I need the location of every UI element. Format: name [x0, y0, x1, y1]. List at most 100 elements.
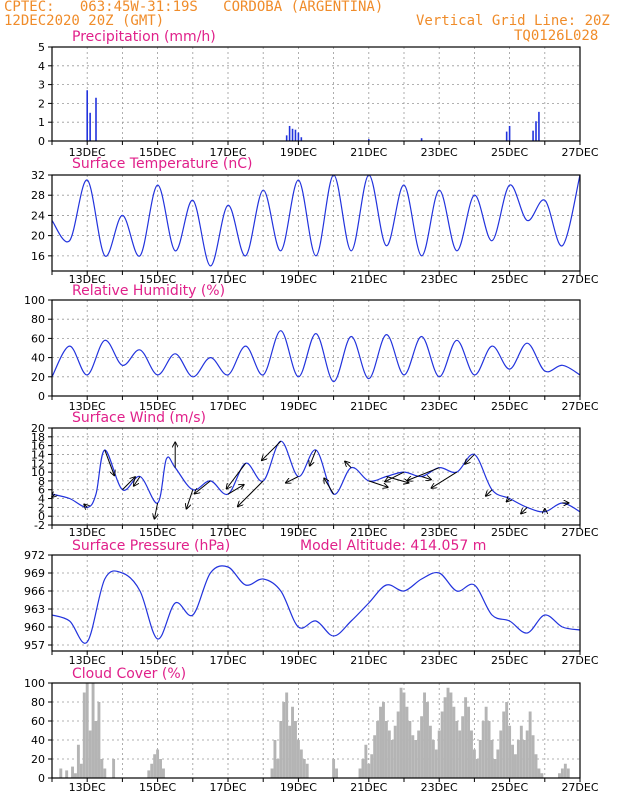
- y-tick-label: 3: [38, 79, 45, 92]
- cloud-bar: [88, 730, 92, 778]
- wind-vector-arrow: [407, 467, 440, 481]
- wind-vector-arrow: [154, 502, 157, 519]
- x-tick-label: 19DEC: [280, 400, 317, 413]
- cloud-bar: [405, 706, 409, 778]
- cloud-bar: [522, 740, 526, 778]
- pressure-series-line: [52, 565, 580, 644]
- cloud-bar: [332, 759, 336, 778]
- panel-frame: [51, 554, 581, 652]
- cloud-bar: [499, 730, 503, 778]
- cloud-bar: [399, 687, 403, 778]
- wind-vector-arrow: [104, 449, 115, 476]
- panel-frame: [51, 427, 581, 526]
- x-tick-label: 21DEC: [350, 273, 387, 286]
- y-tick-label: 80: [31, 696, 45, 709]
- y-tick-label: 10: [31, 466, 45, 479]
- y-tick-label: 2: [38, 501, 45, 514]
- x-tick-label: 27DEC: [561, 400, 598, 413]
- y-tick-label: 80: [31, 313, 45, 326]
- x-tick-label: 13DEC: [69, 526, 106, 539]
- cloud-bar: [540, 773, 544, 778]
- cloud-bar: [420, 716, 424, 778]
- x-tick-label: 17DEC: [209, 654, 246, 667]
- x-tick-label: 23DEC: [421, 146, 458, 159]
- panel-data-pressure: [52, 565, 580, 644]
- cloud-bar: [431, 740, 435, 778]
- y-tick-label: 24: [31, 209, 45, 222]
- panel-data-temp: [52, 175, 580, 267]
- cloud-bar: [481, 721, 485, 778]
- cloud-bar: [475, 759, 479, 778]
- x-tick-label: 19DEC: [280, 146, 317, 159]
- y-tick-label: 12: [31, 457, 45, 470]
- x-tick-label: 15DEC: [139, 400, 176, 413]
- wind-vector-arrow: [310, 449, 317, 466]
- cloud-bar: [566, 768, 570, 778]
- x-tick-label: 17DEC: [209, 400, 246, 413]
- cloud-bar: [150, 763, 154, 778]
- y-tick-label: 960: [24, 621, 45, 634]
- panel-data-rh: [52, 330, 580, 383]
- x-tick-label: 25DEC: [491, 526, 528, 539]
- x-tick-label: 21DEC: [350, 146, 387, 159]
- x-tick-label: 25DEC: [491, 781, 528, 794]
- y-tick-label: 6: [38, 484, 45, 497]
- cloud-bar: [376, 721, 380, 778]
- cloud-bar: [156, 749, 160, 778]
- y-tick-label: 966: [24, 585, 45, 598]
- temp-series-line: [52, 175, 580, 267]
- x-tick-label: 25DEC: [491, 400, 528, 413]
- x-tick-label: 23DEC: [421, 526, 458, 539]
- cloud-bar: [370, 754, 374, 778]
- wind-vector-arrow: [431, 471, 458, 488]
- y-tick-label: 20: [31, 753, 45, 766]
- cloud-bar: [560, 768, 564, 778]
- header-grid-note: Vertical Grid Line: 20Z: [416, 13, 610, 29]
- panel-pressure: 957 960 963 966 969 972 13DEC 15DEC 17DEC 19DEC 21…: [24, 538, 599, 667]
- cloud-bar: [426, 702, 429, 778]
- x-tick-label: 17DEC: [209, 146, 246, 159]
- cloud-bar: [276, 759, 280, 778]
- y-tick-label: 4: [38, 60, 45, 73]
- panel-title: Cloud Cover (%): [72, 666, 186, 682]
- x-tick-label: 25DEC: [491, 146, 528, 159]
- cloud-bar: [511, 744, 514, 778]
- x-tick-label: 15DEC: [139, 781, 176, 794]
- panel-title: Surface Wind (m/s): [72, 410, 206, 426]
- cloud-bar: [458, 730, 462, 778]
- wind-vector-arrow: [506, 499, 509, 502]
- precip-bar: [294, 129, 297, 141]
- cloud-bar: [302, 759, 306, 778]
- panel-cloud: 0 20 40 60 80 100 13DEC 15DEC 17DEC 19DEC 21DEC 23D…: [24, 666, 599, 794]
- wind-vector-arrow: [486, 489, 493, 496]
- rh-series-line: [52, 330, 580, 383]
- panel-data-precip: [86, 90, 540, 141]
- cloud-bar: [467, 706, 470, 778]
- x-tick-label: 21DEC: [350, 781, 387, 794]
- panel-frame: [51, 174, 581, 272]
- panel-frame: [51, 299, 581, 397]
- cloud-bar: [74, 773, 77, 778]
- x-tick-label: 15DEC: [139, 654, 176, 667]
- precip-bar: [508, 125, 511, 141]
- panel-title: Precipitation (mm/h): [72, 29, 216, 45]
- x-tick-label: 27DEC: [561, 146, 598, 159]
- model-altitude-annotation: Model Altitude: 414.057 m: [300, 538, 486, 554]
- x-tick-label: 13DEC: [69, 146, 106, 159]
- x-tick-label: 21DEC: [350, 654, 387, 667]
- panel-precip: 0 1 2 3 4 5 13DEC 15DEC 17DEC 19DEC 21DEC 23DEC 25DE…: [38, 29, 599, 159]
- wind-vector-arrow: [286, 476, 299, 483]
- x-tick-label: 13DEC: [69, 781, 106, 794]
- x-tick-label: 27DEC: [561, 526, 598, 539]
- y-tick-label: 1: [38, 116, 45, 129]
- cloud-bar: [452, 706, 456, 778]
- cloud-bar: [516, 740, 520, 778]
- y-tick-label: 20: [31, 230, 45, 243]
- wind-vector-arrow: [122, 477, 135, 491]
- y-tick-label: 963: [24, 603, 45, 616]
- cloud-bar: [461, 716, 465, 778]
- y-tick-label: 18: [31, 431, 45, 444]
- wind-vector-arrow: [84, 504, 87, 507]
